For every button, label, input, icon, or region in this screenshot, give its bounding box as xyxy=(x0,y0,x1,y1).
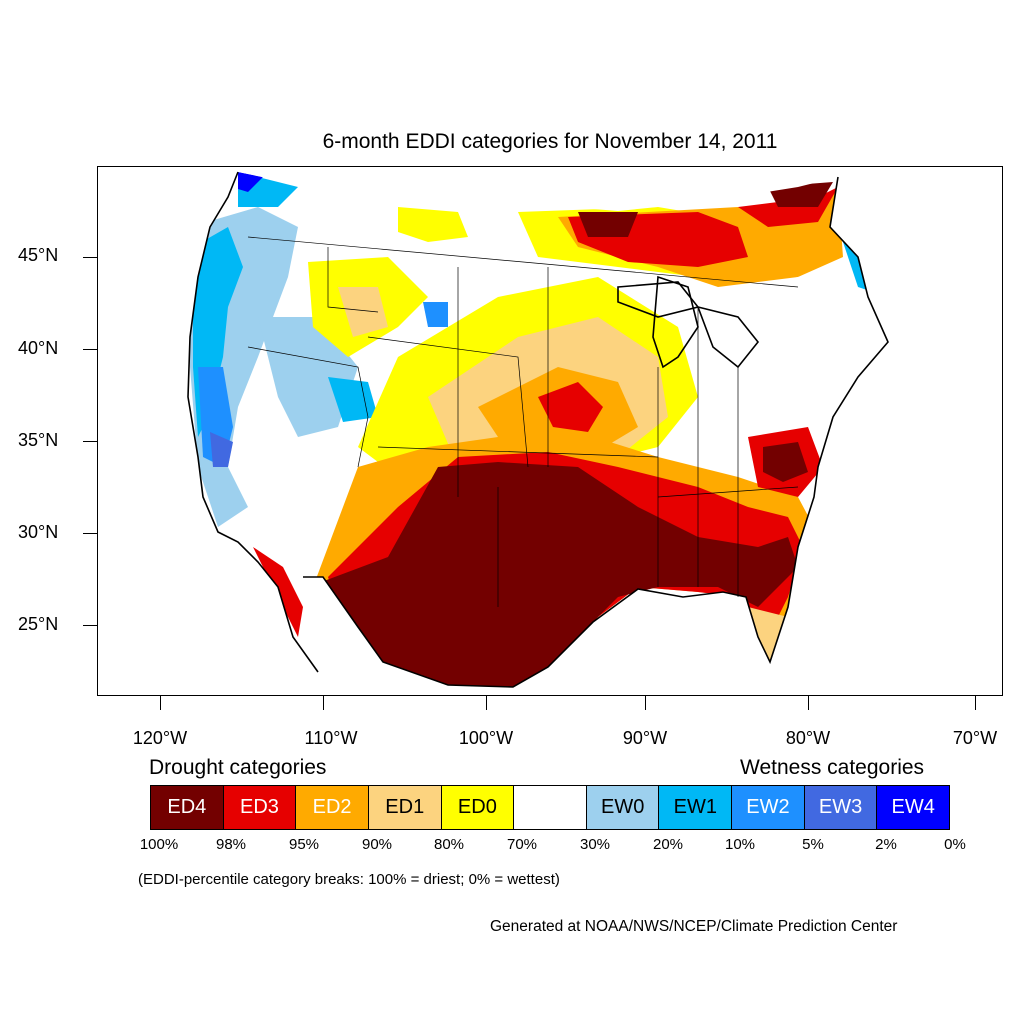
lon-tick xyxy=(808,696,809,710)
legend-label: ED3 xyxy=(240,796,279,818)
legend-ed1: ED1 xyxy=(368,786,442,829)
legend-label: EW3 xyxy=(818,796,863,818)
eddi-map-graphic xyxy=(187,171,889,688)
lon-tick xyxy=(975,696,976,710)
coastline-lines xyxy=(187,171,889,688)
lat-label-30n: 30°N xyxy=(18,522,59,542)
break-label: 100% xyxy=(139,836,179,853)
legend-ew0: EW0 xyxy=(586,786,660,829)
legend-ew2: EW2 xyxy=(732,786,805,829)
lon-tick xyxy=(645,696,646,710)
lon-label-100w: 100°W xyxy=(458,728,514,748)
break-label: 30% xyxy=(579,836,611,853)
lon-label-120w: 120°W xyxy=(132,728,188,748)
legend-ew1: EW1 xyxy=(659,786,733,829)
eddi-category-fill xyxy=(188,172,888,687)
lat-tick xyxy=(83,441,97,442)
break-label: 0% xyxy=(944,836,966,853)
legend-label: ED0 xyxy=(457,796,497,818)
eddi-map xyxy=(97,166,1003,696)
category-breaks-note: (EDDI-percentile category breaks: 100% =… xyxy=(138,871,560,888)
legend-ed4: ED4 xyxy=(151,786,224,829)
credit-line: Generated at NOAA/NWS/NCEP/Climate Predi… xyxy=(490,918,898,935)
lat-label-25n: 25°N xyxy=(18,614,59,634)
break-label: 5% xyxy=(802,836,824,853)
drought-categories-heading: Drought categories xyxy=(149,756,327,779)
lon-label-90w: 90°W xyxy=(622,728,668,748)
lat-tick xyxy=(83,625,97,626)
break-label: 20% xyxy=(652,836,684,853)
map-title: 6-month EDDI categories for November 14,… xyxy=(322,130,778,153)
category-legend: ED4 ED3 ED2 ED1 ED0 EW0 EW1 EW2 EW3 EW4 xyxy=(150,785,950,830)
legend-ew4: EW4 xyxy=(877,786,950,829)
legend-label: EW1 xyxy=(673,796,717,818)
legend-ed2: ED2 xyxy=(296,786,369,829)
lon-tick xyxy=(486,696,487,710)
legend-label: ED4 xyxy=(167,796,207,818)
break-label: 90% xyxy=(361,836,393,853)
legend-ed3: ED3 xyxy=(223,786,297,829)
lat-tick xyxy=(83,349,97,350)
lat-tick xyxy=(83,533,97,534)
legend-label: EW2 xyxy=(746,796,790,818)
legend-label: ED1 xyxy=(385,796,425,818)
state-borders xyxy=(247,236,799,607)
break-label: 70% xyxy=(506,836,538,853)
break-label: 80% xyxy=(433,836,465,853)
legend-label: ED2 xyxy=(312,796,352,818)
lon-tick xyxy=(160,696,161,710)
legend-label: EW4 xyxy=(891,796,935,818)
wetness-categories-heading: Wetness categories xyxy=(740,756,925,779)
break-label: 98% xyxy=(215,836,247,853)
lat-tick xyxy=(83,257,97,258)
lon-label-80w: 80°W xyxy=(785,728,831,748)
lat-label-35n: 35°N xyxy=(18,430,59,450)
break-label: 2% xyxy=(875,836,897,853)
legend-label: EW0 xyxy=(600,796,645,818)
lon-tick xyxy=(323,696,324,710)
break-label: 10% xyxy=(724,836,756,853)
legend-normal xyxy=(514,786,587,829)
lon-label-70w: 70°W xyxy=(952,728,998,748)
legend-ed0: ED0 xyxy=(441,786,515,829)
break-label: 95% xyxy=(288,836,320,853)
lat-label-40n: 40°N xyxy=(18,338,59,358)
lon-label-110w: 110°W xyxy=(304,728,358,748)
lat-label-45n: 45°N xyxy=(18,245,59,265)
legend-ew3: EW3 xyxy=(804,786,878,829)
